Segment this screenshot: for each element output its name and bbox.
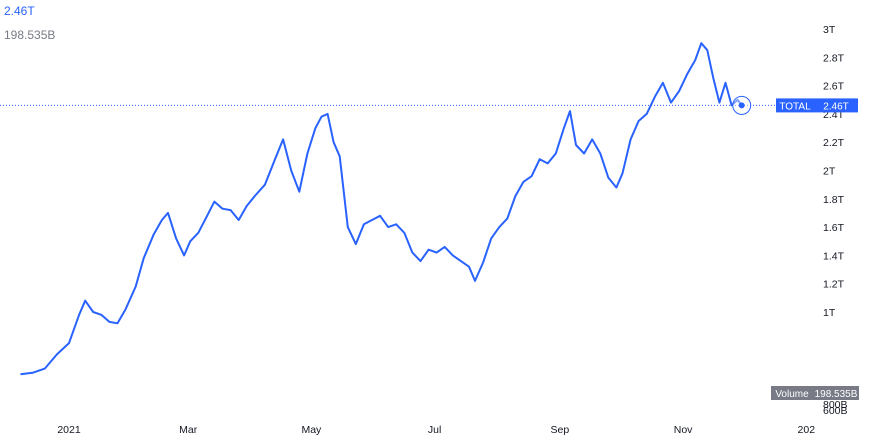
time-axis-tick: Nov [674,424,693,436]
time-axis-tick: May [301,424,322,436]
legend-volume-value: 198.535B [4,28,56,42]
time-axis-tick: 202 [798,424,816,436]
price-axis[interactable]: 3T2.8T2.6T2.4T2.2T2T1.8T1.6T1.4T1.2T1T80… [823,24,848,417]
time-axis-tick: Jul [428,424,441,436]
price-axis-tick: 1T [823,307,836,319]
price-axis-tick: 2.8T [823,52,845,64]
price-axis-tick: 3T [823,24,836,36]
price-tag-name-box [776,98,814,113]
price-tag-value-box [814,98,858,113]
price-axis-tick: 1.6T [823,222,845,234]
time-axis-tick: Mar [179,424,198,436]
price-axis-tick: 1.8T [823,194,845,206]
volume-axis-tick: 600B [823,405,848,417]
price-axis-tick: 1.2T [823,279,845,291]
price-tag-name: TOTAL [779,101,811,112]
time-axis[interactable]: 2021 Mar May Jul Sep Nov 202 [57,424,815,436]
price-tag-value: 2.46T [823,101,849,112]
volume-tag-value-box [813,386,859,400]
time-axis-tick: 2021 [57,424,81,436]
price-axis-tick: 2.2T [823,137,845,149]
volume-tag-name-box [771,386,813,400]
price-axis-tick: 1.4T [823,250,845,262]
volume-tag-name: Volume [775,389,809,400]
legend-price-value: 2.46T [4,4,35,18]
volume-axis-tick: 800B [823,399,848,411]
last-point-dot [738,102,745,109]
volume-tag-value: 198.535B [815,389,858,400]
price-tag: TOTAL 2.46T [776,98,858,113]
price-axis-tick: 2T [823,166,836,178]
price-axis-tick: 2.6T [823,81,845,93]
price-line-series[interactable] [20,42,743,376]
volume-tag: Volume 198.535B [771,386,859,400]
time-axis-tick: Sep [551,424,570,436]
